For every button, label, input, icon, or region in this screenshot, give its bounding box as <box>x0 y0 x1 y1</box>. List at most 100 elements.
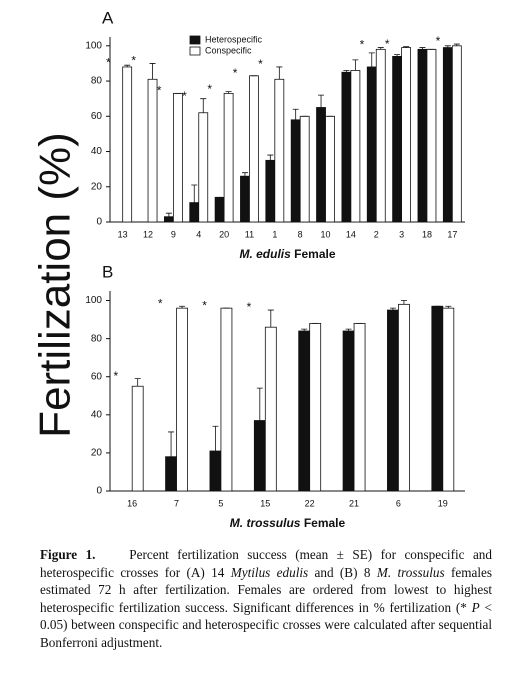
x-tick-label: 7 <box>174 498 179 508</box>
bar <box>299 115 310 223</box>
bar <box>353 322 366 492</box>
error-bar <box>168 431 175 457</box>
caption: Figure 1. Percent fertilization success … <box>40 546 492 651</box>
bar <box>392 55 403 223</box>
error-bar <box>292 108 299 120</box>
legend-label: Conspecific <box>205 45 252 55</box>
bar <box>325 115 335 223</box>
significance-marker: * <box>247 300 252 314</box>
bar <box>189 202 200 223</box>
x-tick-label: 11 <box>245 229 254 239</box>
error-bar <box>124 64 131 67</box>
x-tick-label: 13 <box>118 229 128 239</box>
bar <box>451 45 462 223</box>
bar <box>274 78 285 223</box>
x-axis-label: M. trossulus Female <box>230 516 346 530</box>
y-tick-label: 20 <box>91 181 103 192</box>
x-axis-label-part: Female <box>300 516 345 530</box>
caption-label: Figure 1. <box>40 547 96 562</box>
x-tick-label: 9 <box>171 229 176 239</box>
x-tick-label: 22 <box>305 498 315 508</box>
caption-text: < 0.05) between conspecific and heterosp… <box>40 599 492 650</box>
x-tick-label: 20 <box>219 229 229 239</box>
significance-marker: * <box>158 296 163 310</box>
error-bar <box>200 98 207 113</box>
caption-text: and (B) 8 <box>308 564 377 580</box>
panel-label: A <box>102 8 114 27</box>
bar <box>265 159 276 223</box>
error-bar <box>134 378 141 387</box>
x-axis-label-part: Female <box>291 247 336 261</box>
bar <box>220 307 233 492</box>
error-bar <box>241 172 248 177</box>
y-tick-label: 0 <box>96 217 102 228</box>
bar <box>253 420 266 492</box>
error-bar <box>343 70 350 73</box>
x-tick-label: 19 <box>438 498 448 508</box>
error-bar <box>191 184 198 203</box>
error-bar <box>389 307 396 311</box>
bar <box>122 66 133 223</box>
significance-marker: * <box>233 66 238 80</box>
error-bar <box>276 66 283 80</box>
error-bar <box>444 45 451 48</box>
error-bar <box>394 54 401 57</box>
error-bar <box>368 52 375 67</box>
significance-marker: * <box>182 89 187 103</box>
y-tick-label: 40 <box>91 409 103 420</box>
bar <box>172 92 183 223</box>
significance-marker: * <box>106 55 111 69</box>
bar <box>398 303 410 492</box>
x-tick-label: 6 <box>396 498 401 508</box>
bar <box>298 330 311 492</box>
bar <box>240 175 250 223</box>
y-tick-label: 100 <box>85 40 102 51</box>
significance-marker: * <box>360 38 365 52</box>
x-axis-label-part: M. trossulus <box>230 516 301 530</box>
bar <box>442 47 453 223</box>
bar <box>131 385 144 492</box>
significance-marker: * <box>385 37 390 51</box>
y-tick-label: 0 <box>96 486 102 497</box>
bar <box>223 92 234 223</box>
significance-marker: * <box>131 54 136 68</box>
bar <box>375 48 386 223</box>
bar <box>342 330 355 492</box>
bar <box>417 48 428 223</box>
x-tick-label: 14 <box>346 229 356 239</box>
caption-italic: M. trossulus <box>376 564 445 580</box>
bar <box>249 75 259 223</box>
x-tick-label: 15 <box>260 498 270 508</box>
caption-italic: Mytilus edulis <box>230 564 309 580</box>
bar <box>309 322 322 492</box>
error-bar <box>403 46 410 48</box>
error-bar <box>377 47 384 50</box>
bar <box>442 307 455 492</box>
bar <box>431 305 444 492</box>
x-tick-label: 10 <box>321 229 331 239</box>
x-axis-label-part: M. edulis <box>239 247 291 261</box>
error-bar <box>256 387 263 421</box>
error-bar <box>318 94 325 108</box>
bar <box>176 307 188 492</box>
bar <box>341 71 352 223</box>
error-bar <box>453 43 460 46</box>
x-tick-label: 12 <box>143 229 153 239</box>
error-bar <box>352 59 359 71</box>
y-tick-label: 60 <box>91 371 103 382</box>
bar <box>214 196 225 223</box>
y-tick-label: 80 <box>91 333 103 344</box>
y-tick-label: 100 <box>85 295 102 306</box>
x-tick-label: 2 <box>374 229 379 239</box>
bar <box>350 70 361 223</box>
error-bar <box>345 328 352 331</box>
x-tick-label: 5 <box>218 498 223 508</box>
x-tick-label: 3 <box>399 229 404 239</box>
error-bar <box>225 91 232 94</box>
x-tick-label: 4 <box>196 229 201 239</box>
bar <box>165 456 177 492</box>
y-tick-label: 80 <box>91 76 103 87</box>
significance-marker: * <box>258 57 263 71</box>
error-bar <box>400 300 407 305</box>
